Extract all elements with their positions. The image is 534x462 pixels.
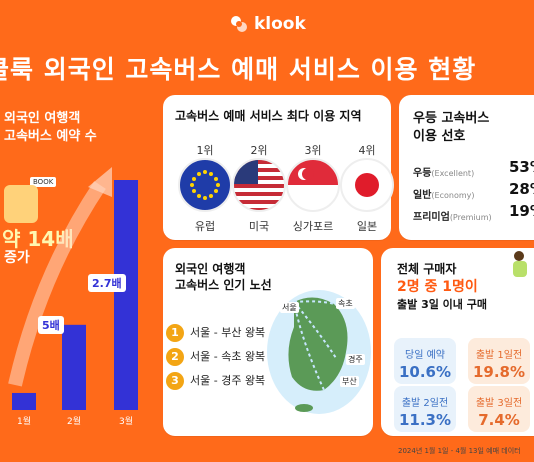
class-row-sub: (Economy)	[431, 191, 475, 200]
buyers-line-2: 2명 중 1명이	[397, 279, 478, 295]
route-number: 1	[166, 324, 184, 342]
bar-1	[12, 392, 36, 410]
traveler-illustration	[505, 248, 534, 280]
region-name-3: 싱가포르	[292, 220, 334, 233]
routes-title-2: 고속버스 인기 노선	[175, 278, 272, 292]
stat-value: 19.8%	[472, 363, 526, 381]
class-row-value: 28%	[509, 180, 534, 198]
stat-box-2: 출발 1일전 19.8%	[468, 338, 530, 384]
growth-arrow-head	[88, 167, 112, 197]
route-item-3: 3 서울 - 경주 왕복	[166, 372, 265, 390]
stat-box-3: 출발 2일전 11.3%	[394, 386, 456, 432]
japan-flag-icon	[340, 158, 394, 212]
left-panel-title-1: 외국인 여행객	[4, 111, 81, 126]
map-label-gyeongju: 경주	[346, 354, 365, 365]
stat-box-4: 출발 3일전 7.4%	[468, 386, 530, 432]
class-row-2: 일반(Economy) 28%	[413, 180, 534, 201]
stat-label: 당일 예약	[405, 350, 445, 361]
class-row-label: 프리미엄	[413, 212, 450, 223]
route-label: 서울 - 경주 왕복	[190, 374, 266, 387]
class-row-value: 53%	[509, 158, 534, 176]
region-rank-4: 4위	[358, 144, 376, 157]
stat-box-1: 당일 예약 10.6%	[394, 338, 456, 384]
stat-label: 출발 2일전	[401, 398, 449, 409]
bar-chart: 1월 2월 3월	[8, 167, 138, 427]
bar-label-1: 1월	[17, 415, 31, 427]
route-item-2: 2 서울 - 속초 왕복	[166, 348, 265, 366]
route-number: 2	[166, 348, 184, 366]
class-row-3: 프리미엄(Premium) 19%	[413, 202, 534, 223]
region-name-2: 미국	[248, 220, 270, 233]
stat-value: 11.3%	[398, 411, 452, 429]
class-row-sub: (Excellent)	[431, 169, 475, 178]
stat-label: 출발 1일전	[475, 350, 523, 361]
region-rank-2: 2위	[250, 144, 268, 157]
route-item-1: 1 서울 - 부산 왕복	[166, 324, 265, 342]
buyers-line-3: 출발 3일 이내 구매	[397, 298, 487, 311]
class-row-1: 우등(Excellent) 53%	[413, 158, 534, 179]
highlight-small: 증가	[4, 250, 30, 266]
route-label: 서울 - 속초 왕복	[190, 350, 266, 363]
region-name-1: 유럽	[194, 220, 216, 233]
stat-value: 7.4%	[478, 411, 520, 429]
brand-name: klook	[254, 14, 306, 34]
region-name-4: 일본	[356, 220, 378, 233]
stat-value: 10.6%	[398, 363, 452, 381]
class-row-value: 19%	[509, 202, 534, 220]
class-title-2: 이용 선호	[413, 129, 466, 144]
buyers-line-1: 전체 구매자	[397, 262, 457, 276]
routes-title-1: 외국인 여행객	[175, 262, 246, 276]
bar-3	[114, 180, 138, 410]
growth-arrow	[8, 181, 106, 387]
left-panel-title-2: 고속버스 예약 수	[4, 129, 97, 144]
footnote: 2024년 1월 1일 - 4월 13일 예매 데이터	[398, 447, 521, 455]
brand-logo: klook	[230, 12, 306, 36]
class-preference-card: 우등 고속버스 이용 선호 우등(Excellent) 53% 일반(Econo…	[399, 95, 534, 240]
class-row-label: 일반	[413, 190, 432, 201]
class-title-1: 우등 고속버스	[413, 111, 490, 126]
book-tag: BOOK	[30, 177, 57, 187]
route-number: 3	[166, 372, 184, 390]
class-row-label: 우등	[413, 168, 432, 179]
class-row-sub: (Premium)	[449, 213, 492, 222]
map-label-busan: 부산	[340, 376, 359, 387]
multiplier-1: 5배	[38, 316, 64, 334]
eu-flag-icon	[178, 158, 232, 212]
bar-2	[62, 324, 86, 410]
bar-label-3: 3월	[119, 415, 133, 427]
phone-illustration	[4, 185, 38, 223]
region-rank-1: 1위	[196, 144, 214, 157]
map-label-seoul: 서울	[280, 302, 299, 313]
us-flag-icon	[232, 158, 286, 212]
singapore-flag-icon	[286, 158, 340, 212]
klook-logo-icon	[230, 15, 248, 33]
page-title: 클룩 외국인 고속버스 예매 서비스 이용 현황	[0, 55, 477, 84]
region-rank-3: 3위	[304, 144, 322, 157]
regions-title: 고속버스 예매 서비스 최다 이용 지역	[175, 109, 362, 123]
multiplier-2: 2.7배	[88, 274, 126, 292]
route-label: 서울 - 부산 왕복	[190, 326, 266, 339]
map-label-sokcho: 속초	[336, 298, 355, 309]
bar-label-2: 2월	[67, 415, 81, 427]
stat-label: 출발 3일전	[475, 398, 523, 409]
